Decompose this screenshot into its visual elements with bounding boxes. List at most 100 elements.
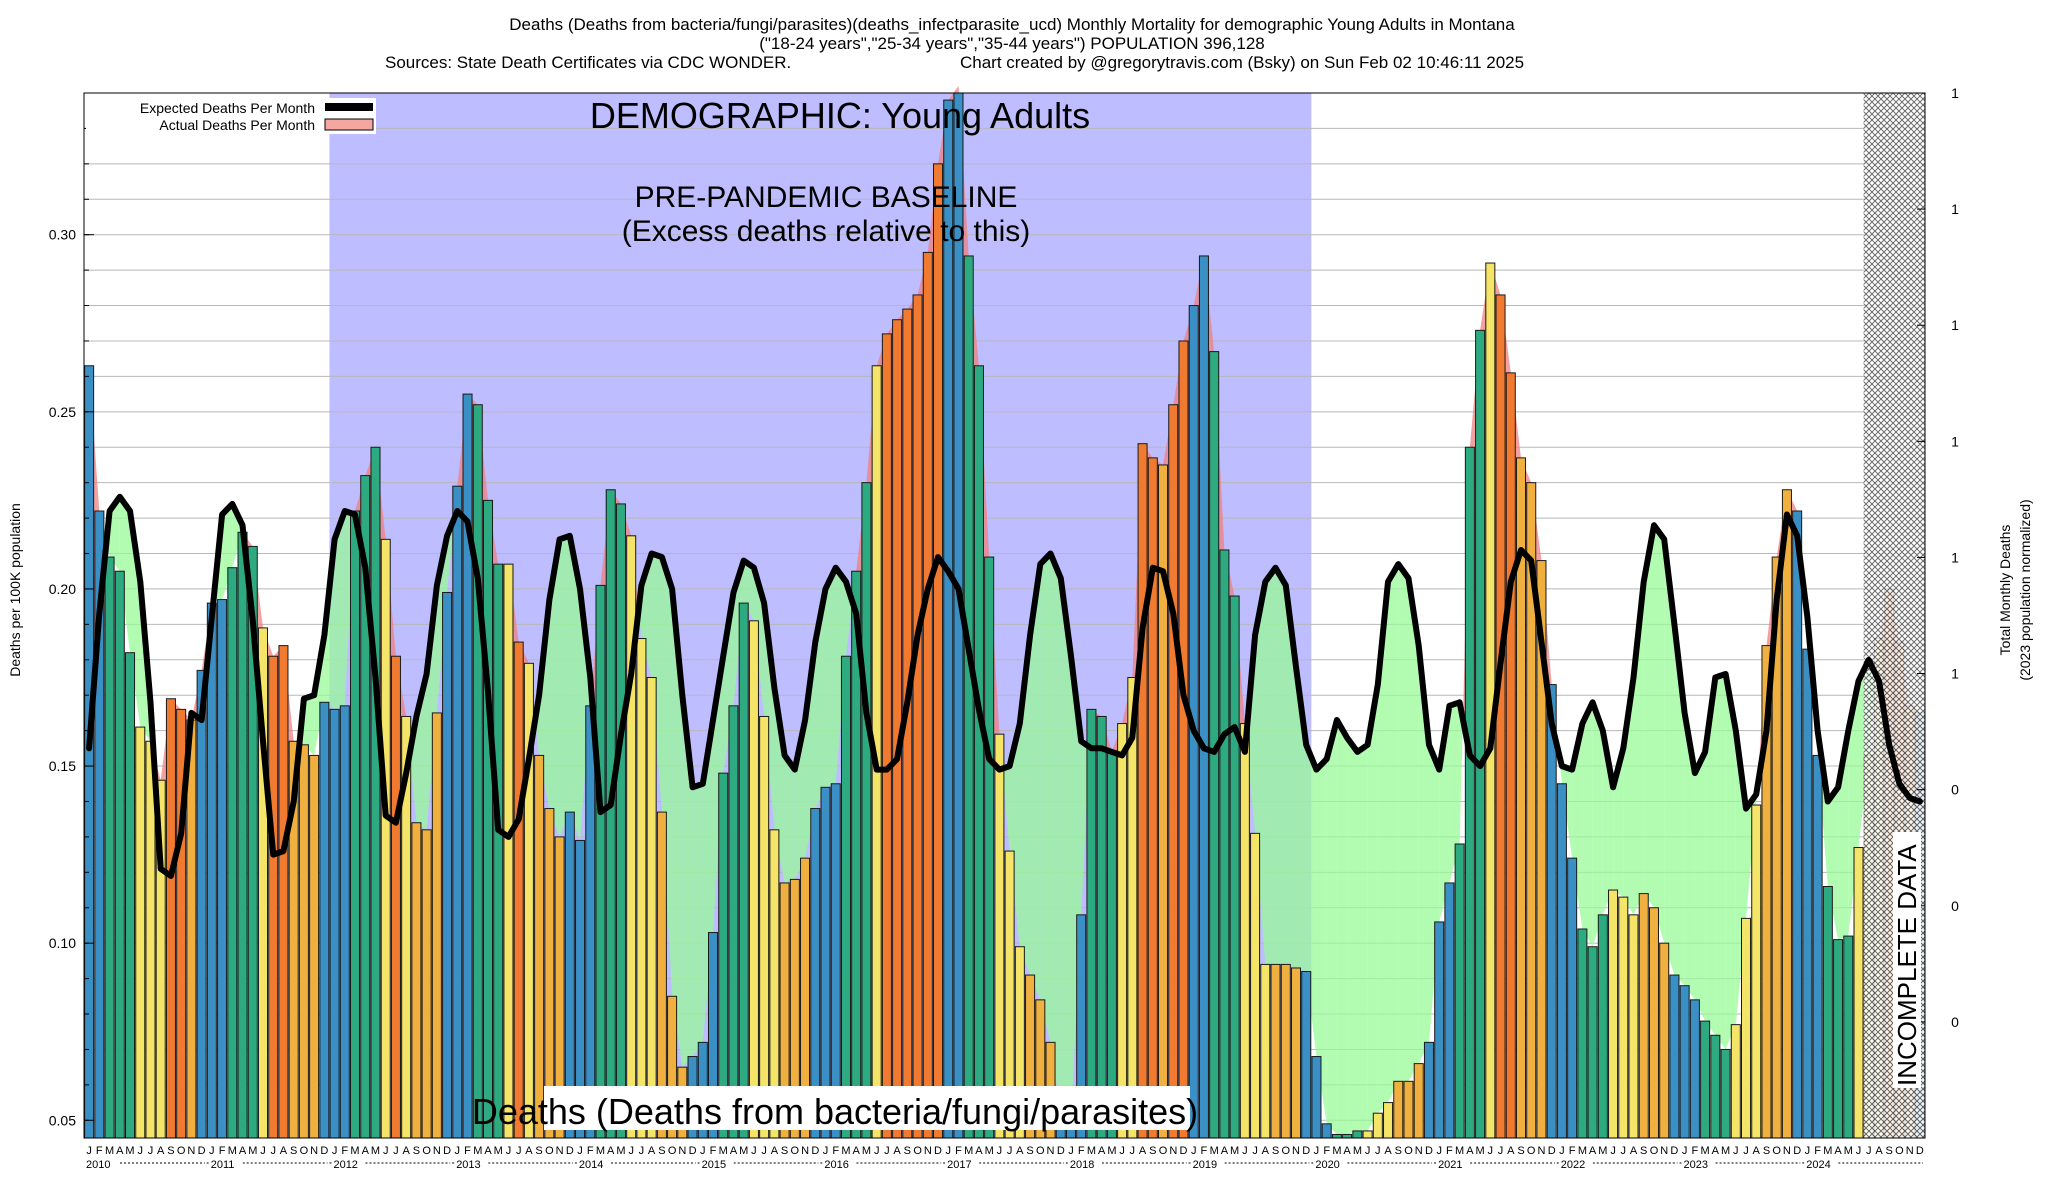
x-month-label: F — [1323, 1145, 1330, 1157]
month-bar — [1679, 985, 1690, 1139]
x-month-label: M — [841, 1145, 850, 1157]
x-year-label: 2010 — [86, 1159, 110, 1171]
chart-subtitle: ("18-24 years","25-34 years","35-44 year… — [759, 34, 1265, 53]
x-month-label: J — [1856, 1145, 1862, 1157]
difference-segment — [1275, 567, 1286, 965]
x-month-label: A — [525, 1145, 533, 1157]
x-year-label: 2015 — [702, 1159, 726, 1171]
x-month-label: O — [1895, 1145, 1904, 1157]
year-label-bg — [1067, 1157, 1102, 1171]
x-year-label: 2017 — [947, 1159, 971, 1171]
difference-segment — [409, 716, 417, 823]
x-month-label: S — [658, 1145, 665, 1157]
month-bar — [1198, 255, 1209, 1139]
x-month-label: A — [1384, 1145, 1392, 1157]
x-month-label: J — [761, 1145, 767, 1157]
x-month-label: A — [280, 1145, 288, 1157]
month-bar — [973, 365, 984, 1139]
expected-line — [86, 493, 1923, 879]
month-bar — [125, 652, 136, 1139]
difference-segment — [1572, 723, 1583, 929]
difference-segment — [672, 588, 683, 1068]
x-month-label: A — [730, 1145, 738, 1157]
x-month-label: F — [341, 1145, 348, 1157]
difference-segment — [1071, 656, 1082, 1121]
baseline-sublabel: (Excess deaths relative to this) — [622, 215, 1031, 248]
x-year-label: 2022 — [1561, 1159, 1585, 1171]
x-month-label: J — [1119, 1145, 1125, 1157]
month-bar — [830, 783, 841, 1139]
difference-segment — [1347, 737, 1358, 1135]
x-month-label: J — [86, 1145, 92, 1157]
x-month-label: D — [566, 1145, 574, 1157]
month-bar — [1495, 294, 1506, 1139]
x-month-label: M — [1107, 1145, 1116, 1157]
incomplete-label-bg — [1893, 832, 1921, 1088]
month-bar — [605, 489, 616, 1139]
month-bar — [135, 726, 146, 1139]
x-month-label: A — [1507, 1145, 1515, 1157]
month-bar — [1311, 1056, 1322, 1139]
difference-segment — [1255, 581, 1266, 965]
difference-segment — [1265, 567, 1276, 965]
month-bar — [1342, 1133, 1353, 1139]
x-month-label: N — [1169, 1145, 1177, 1157]
month-bar — [1700, 1020, 1711, 1139]
difference-segment — [713, 656, 724, 933]
month-bar — [1730, 1024, 1741, 1139]
x-month-label: A — [1630, 1145, 1638, 1157]
difference-segment — [805, 642, 816, 859]
x-month-label: F — [96, 1145, 103, 1157]
x-month-label: M — [1721, 1145, 1730, 1157]
x-month-label: O — [1772, 1145, 1781, 1157]
incomplete-label: INCOMPLETE DATA — [1892, 844, 1922, 1086]
x-month-label: J — [148, 1145, 154, 1157]
month-bar — [1178, 340, 1189, 1139]
x-month-label: N — [187, 1145, 195, 1157]
x-month-label: N — [924, 1145, 932, 1157]
month-bar — [861, 482, 872, 1139]
y-axis-title: Deaths per 100K population — [7, 503, 23, 677]
incomplete-label-group: INCOMPLETE DATA — [1892, 832, 1922, 1088]
month-bar — [1219, 549, 1230, 1139]
x-month-label: J — [209, 1145, 215, 1157]
month-bar — [1781, 489, 1792, 1139]
x-month-label: O — [1282, 1145, 1291, 1157]
month-bar — [615, 503, 626, 1139]
difference-segment — [1429, 744, 1440, 1043]
year-label-bg — [454, 1157, 489, 1171]
legend-actual-swatch — [324, 118, 374, 131]
y2-axis-subtitle: (2023 population normalized) — [2017, 499, 2033, 680]
x-month-label: F — [1692, 1145, 1699, 1157]
x-month-label: S — [781, 1145, 788, 1157]
x-month-label: J — [138, 1145, 144, 1157]
year-label-bg — [84, 1157, 118, 1171]
x-month-label: A — [362, 1145, 370, 1157]
legend-actual-label: Actual Deaths Per Month — [159, 117, 315, 133]
chart-title: Deaths (Deaths from bacteria/fungi/paras… — [509, 15, 1515, 34]
month-bar — [1239, 723, 1250, 1139]
x-month-label: A — [1834, 1145, 1842, 1157]
month-bar — [636, 638, 647, 1139]
month-bar — [1741, 917, 1752, 1139]
x-year-label: 2023 — [1684, 1159, 1708, 1171]
x-month-label: N — [1047, 1145, 1055, 1157]
month-bar — [84, 365, 95, 1139]
month-bar — [994, 733, 1005, 1139]
difference-segment — [303, 695, 315, 756]
difference-segment — [1582, 702, 1593, 947]
month-bar — [820, 786, 831, 1139]
x-month-label: O — [668, 1145, 677, 1157]
difference-segment — [764, 603, 775, 830]
y2-tick-label: 1 — [1951, 85, 1959, 101]
month-bar — [268, 655, 279, 1139]
baseline-label: PRE-PANDEMIC BASELINE — [635, 181, 1018, 214]
month-bar — [1577, 928, 1588, 1139]
x-month-label: A — [853, 1145, 861, 1157]
y-tick-label: 0.10 — [49, 935, 76, 951]
x-month-label: F — [955, 1145, 962, 1157]
x-month-label: A — [1875, 1145, 1883, 1157]
month-bar — [493, 563, 504, 1139]
month-bar — [840, 655, 851, 1139]
